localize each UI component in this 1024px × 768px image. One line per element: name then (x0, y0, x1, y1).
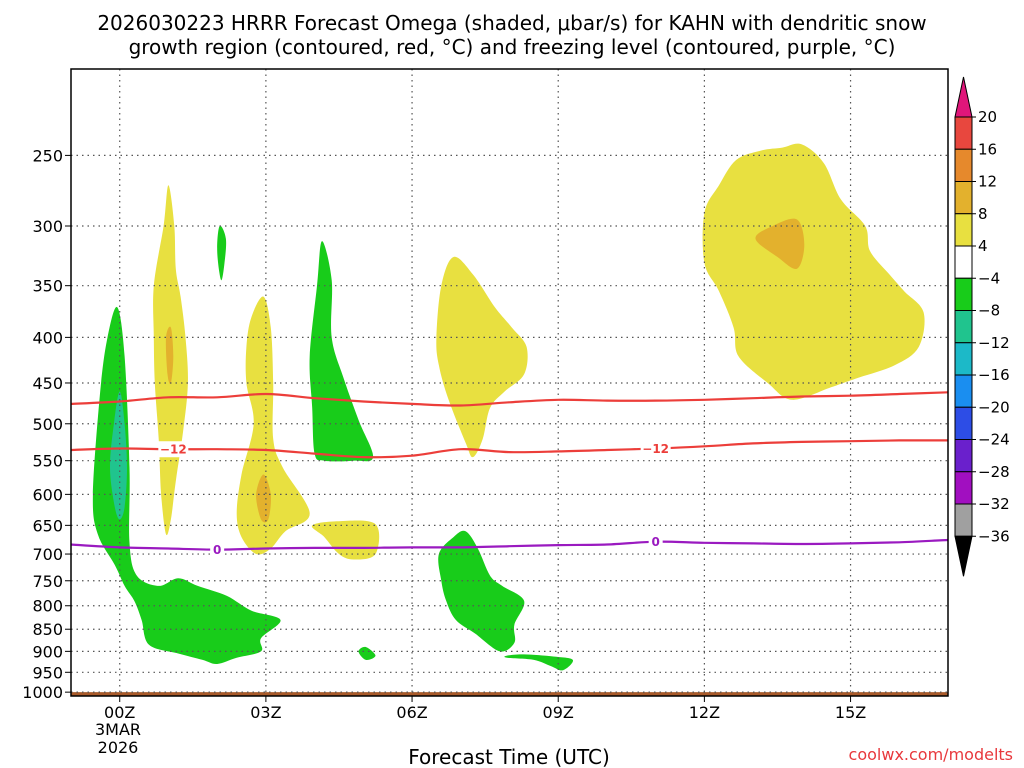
colorbar-bin-3 (954, 213, 973, 247)
y-tick-label-350: 350 (32, 277, 63, 296)
date-label-year: 2026 (98, 738, 139, 757)
y-tick-label-400: 400 (32, 328, 63, 347)
y-axis: 250 300 350 400 450 500 550 600 650 700 750 800 850 9… (22, 146, 71, 702)
colorbar-label-10: −24 (978, 431, 1010, 449)
y-tick-label-550: 550 (32, 452, 63, 471)
colorbar: 20 16 12 8 4 −4 −8 −12 −16 −20 −24 −28 −32 −36 (954, 76, 1010, 577)
contour-label-freezing-level-1: 0 (651, 535, 659, 549)
colorbar-label-5: −4 (978, 269, 1000, 287)
colorbar-bin-11 (954, 471, 973, 505)
colorbar-bin-1 (954, 148, 973, 182)
colorbar-bin-7 (954, 342, 973, 376)
x-tick-label-12Z: 12Z (689, 703, 720, 722)
omega-region-descent-07z-upper (436, 256, 528, 458)
colorbar-label-7: −12 (978, 334, 1010, 352)
y-tick-label-1000: 1000 (22, 683, 63, 702)
chart-title-line1: 2026030223 HRRR Forecast Omega (shaded, … (97, 11, 926, 35)
y-tick-label-700: 700 (32, 545, 63, 564)
x-axis: 00Z 03Z 06Z 09Z 12Z 15Z (104, 696, 866, 722)
contour-freezing-level (71, 538, 948, 551)
colorbar-label-8: −16 (978, 366, 1010, 384)
colorbar-bin-4 (954, 245, 973, 279)
x-tick-label-03Z: 03Z (250, 703, 281, 722)
colorbar-label-4: 4 (978, 237, 988, 255)
omega-region-descent-03z-column (236, 296, 310, 555)
colorbar-top-arrow (954, 76, 973, 118)
contour-label-bg-freezing-level-0 (210, 541, 225, 558)
y-tick-label-450: 450 (32, 374, 63, 393)
contour-labels: −12 −12 0 0 (158, 440, 671, 558)
y-tick-label-600: 600 (32, 485, 63, 504)
date-label-month: 3MAR (95, 720, 141, 739)
contour-label-minus-12C-isotherm-1: −12 (642, 442, 669, 456)
omega-region-descent-03z-core (256, 474, 272, 523)
contour-label-bg-minus-12C-isotherm-1 (640, 440, 671, 457)
omega-region-descent-05z-small (311, 520, 380, 560)
colorbar-label-13: −36 (978, 527, 1010, 545)
omega-region-ascent-07z-low (438, 530, 525, 652)
omega-region-descent-upper-right-core (755, 218, 805, 269)
y-tick-label-950: 950 (32, 663, 63, 682)
omega-region-ascent-small-05z (358, 646, 376, 661)
y-tick-label-500: 500 (32, 415, 63, 434)
y-tick-label-300: 300 (32, 217, 63, 236)
colorbar-bin-8 (954, 374, 973, 408)
colorbar-label-2: 12 (978, 173, 997, 191)
x-tick-label-15Z: 15Z (835, 703, 866, 722)
omega-region-ascent-09z-low (504, 654, 574, 671)
colorbar-bin-2 (954, 181, 973, 215)
omega-region-descent-upper-right (702, 143, 925, 400)
y-tick-label-250: 250 (32, 146, 63, 165)
credit-text: coolwx.com/modelts (849, 745, 1013, 764)
colorbar-label-0: 20 (978, 108, 997, 126)
colorbar-label-12: −32 (978, 495, 1010, 513)
contour-label-freezing-level-0: 0 (213, 543, 221, 557)
colorbar-bin-0 (954, 116, 973, 150)
omega-region-ascent-column-03z (309, 241, 374, 462)
y-tick-label-750: 750 (32, 572, 63, 591)
x-tick-label-09Z: 09Z (543, 703, 574, 722)
y-tick-label-650: 650 (32, 516, 63, 535)
colorbar-label-3: 8 (978, 205, 988, 223)
colorbar-label-6: −8 (978, 302, 1000, 320)
colorbar-label-11: −28 (978, 463, 1010, 481)
plot-area (71, 143, 948, 696)
y-tick-label-900: 900 (32, 642, 63, 661)
contour-minus-12C-isotherm (71, 439, 948, 459)
omega-region-ascent-core-left (109, 391, 127, 520)
colorbar-label-1: 16 (978, 140, 997, 158)
contour-label-bg-freezing-level-1 (648, 533, 663, 550)
colorbar-bin-6 (954, 310, 973, 344)
colorbar-label-9: −20 (978, 398, 1010, 416)
y-tick-label-800: 800 (32, 597, 63, 616)
omega-region-ascent-low-level-left (92, 306, 281, 665)
chart-title-line2: growth region (contoured, red, °C) and f… (129, 35, 896, 59)
contour-label-minus-12C-isotherm-0: −12 (160, 443, 187, 457)
contour-minus-18C-isotherm (71, 391, 948, 407)
contour-label-bg-minus-12C-isotherm-0 (158, 441, 189, 458)
colorbar-bottom-arrow (954, 535, 973, 577)
x-tick-label-06Z: 06Z (396, 703, 427, 722)
omega-region-descent-01z-core (165, 326, 174, 384)
y-tick-label-850: 850 (32, 620, 63, 639)
omega-region-ascent-small-02z (217, 225, 227, 281)
colorbar-bin-10 (954, 439, 973, 473)
grid (71, 69, 948, 696)
colorbar-bin-12 (954, 503, 973, 537)
x-axis-label: Forecast Time (UTC) (408, 745, 610, 768)
x-tick-label-00Z: 00Z (104, 703, 135, 722)
colorbar-bin-5 (954, 277, 973, 311)
contours (71, 391, 948, 551)
colorbar-bin-9 (954, 406, 973, 440)
terrain-below-ground (71, 692, 948, 696)
